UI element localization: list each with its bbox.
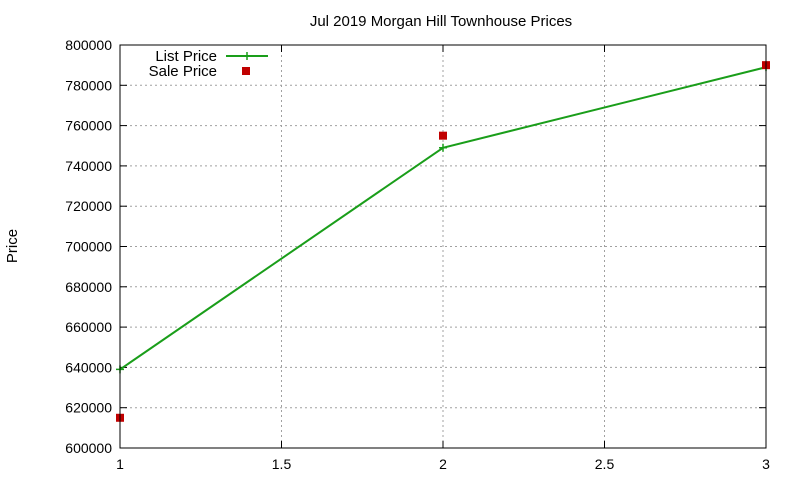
x-tick-label: 3 xyxy=(762,456,770,472)
x-tick-label: 1.5 xyxy=(272,456,292,472)
legend-swatch-sale-price xyxy=(242,67,250,75)
y-tick-label: 760000 xyxy=(65,118,112,134)
y-tick-label: 800000 xyxy=(65,37,112,53)
legend-label-sale-price: Sale Price xyxy=(149,63,217,80)
x-tick-label: 2 xyxy=(439,456,447,472)
y-tick-label: 620000 xyxy=(65,400,112,416)
y-tick-label: 660000 xyxy=(65,319,112,335)
x-tick-label: 2.5 xyxy=(595,456,615,472)
tick-labels: 600000 620000 640000 660000 680000 700000 7200… xyxy=(65,37,770,472)
y-tick-label: 640000 xyxy=(65,359,112,375)
y-tick-label: 600000 xyxy=(65,440,112,456)
y-tick-label: 700000 xyxy=(65,239,112,255)
y-tick-label: 780000 xyxy=(65,77,112,93)
x-tick-label: 1 xyxy=(116,456,124,472)
grid-lines xyxy=(120,45,766,448)
y-tick-label: 720000 xyxy=(65,198,112,214)
y-tick-label: 680000 xyxy=(65,279,112,295)
legend-label-list-price: List Price xyxy=(155,48,217,65)
series-line-list-price xyxy=(119,66,767,371)
y-axis-label: Price xyxy=(4,229,21,263)
chart-title: Jul 2019 Morgan Hill Townhouse Prices xyxy=(310,13,572,30)
plot-border xyxy=(119,44,767,449)
data-point-list-price xyxy=(439,143,447,152)
y-tick-label: 740000 xyxy=(65,158,112,174)
data-point-sale-price xyxy=(439,131,447,140)
legend-marker-list-price xyxy=(243,52,251,60)
